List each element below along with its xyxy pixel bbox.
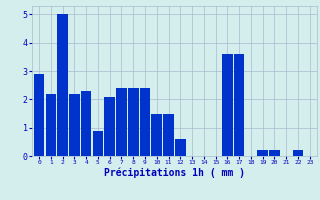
- Bar: [69, 94, 80, 156]
- Bar: [45, 94, 56, 156]
- Bar: [175, 139, 186, 156]
- Bar: [269, 150, 280, 156]
- Bar: [163, 114, 174, 156]
- Bar: [34, 74, 44, 156]
- Bar: [234, 54, 244, 156]
- Bar: [92, 131, 103, 156]
- Bar: [140, 88, 150, 156]
- Bar: [128, 88, 139, 156]
- X-axis label: Précipitations 1h ( mm ): Précipitations 1h ( mm ): [104, 168, 245, 178]
- Bar: [57, 14, 68, 156]
- Bar: [257, 150, 268, 156]
- Bar: [116, 88, 127, 156]
- Bar: [81, 91, 92, 156]
- Bar: [104, 97, 115, 156]
- Bar: [151, 114, 162, 156]
- Bar: [293, 150, 303, 156]
- Bar: [222, 54, 233, 156]
